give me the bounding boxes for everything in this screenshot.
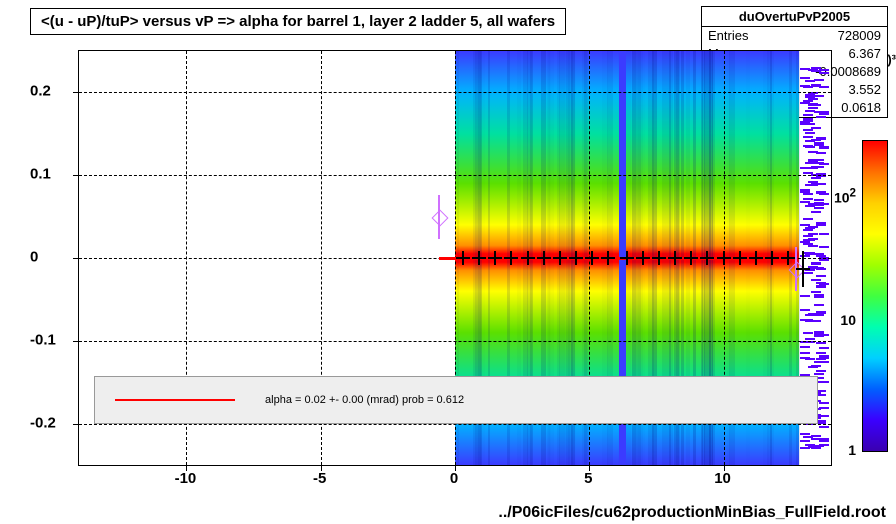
x-tick-label: -5: [313, 470, 326, 487]
gridline-h: [79, 175, 831, 176]
fit-point: [769, 255, 775, 261]
fit-point: [785, 255, 791, 261]
legend-text: alpha = 0.02 +- 0.00 (mrad) prob = 0.612: [265, 394, 464, 406]
fit-point: [605, 255, 611, 261]
fit-point: [672, 255, 678, 261]
gridline-h: [79, 341, 831, 342]
fit-point: [688, 255, 694, 261]
y-tick-label: 0.1: [30, 166, 51, 183]
x-tick-label: 10: [714, 470, 731, 487]
plot-title: <(u - uP)/tuP> versus vP => alpha for ba…: [30, 8, 566, 35]
x-tick-label: 5: [584, 470, 592, 487]
fit-point: [525, 255, 531, 261]
file-path-caption: ../P06icFiles/cu62productionMinBias_Full…: [498, 504, 886, 522]
y-tick-label: -0.2: [30, 414, 56, 431]
color-scale-bar: [862, 140, 888, 452]
fit-point: [737, 255, 743, 261]
stats-rmsx: 3.552: [848, 81, 881, 99]
x-tick-label: 0: [450, 470, 458, 487]
fit-point: [476, 255, 482, 261]
fit-point: [557, 255, 563, 261]
x-tick-label: -10: [175, 470, 197, 487]
stats-entries: 728009: [838, 27, 881, 45]
fit-point: [656, 255, 662, 261]
fit-point: [704, 255, 710, 261]
y-tick-label: -0.1: [30, 331, 56, 348]
fit-point: [753, 255, 759, 261]
exp-indicator: )³: [887, 52, 896, 67]
fit-point: [721, 255, 727, 261]
colorbar-tick: 10: [840, 312, 856, 328]
stats-name: duOvertuPvP2005: [702, 7, 887, 27]
fit-point: [508, 255, 514, 261]
fit-point: [492, 255, 498, 261]
fit-point: [460, 255, 466, 261]
plot-area: alpha = 0.02 +- 0.00 (mrad) prob = 0.612: [78, 50, 832, 466]
fit-point: [624, 255, 630, 261]
fit-point: [541, 255, 547, 261]
fit-point: [573, 255, 579, 261]
fit-point: [640, 255, 646, 261]
colorbar-tick: 102: [834, 186, 856, 205]
legend-line-sample: [115, 399, 235, 401]
y-tick-label: 0.2: [30, 83, 51, 100]
gridline-h: [79, 92, 831, 93]
fit-point: [589, 255, 595, 261]
colorbar-tick: 1: [848, 442, 856, 458]
stats-rmsy: 0.0618: [841, 99, 881, 117]
fit-legend: alpha = 0.02 +- 0.00 (mrad) prob = 0.612: [94, 376, 818, 424]
stats-meanx: 6.367: [848, 45, 881, 63]
stats-entries-label: Entries: [708, 27, 748, 45]
open-marker: [431, 209, 448, 226]
y-tick-label: 0: [30, 249, 38, 266]
